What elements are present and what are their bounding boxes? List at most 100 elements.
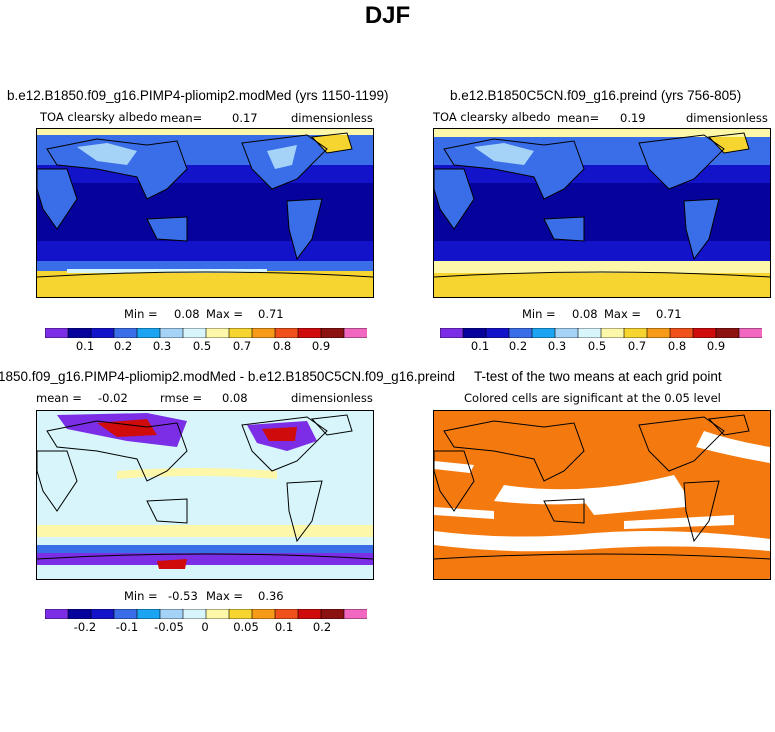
panel3-antarctic-positive (157, 559, 187, 569)
panel3-ice-edge (37, 545, 373, 553)
panel3-max-label: Max = (206, 589, 244, 603)
panel1-greenland (312, 133, 352, 153)
colorbar-swatch (554, 328, 579, 338)
panel1-tick-label: 0.8 (272, 339, 292, 353)
colorbar-swatch (67, 328, 92, 338)
colorbar-swatch (228, 609, 253, 619)
panel1-coastlines (37, 132, 373, 278)
panel2-mean-label: mean= (557, 111, 600, 125)
panel3-eurasia-positive (97, 419, 157, 437)
colorbar-swatch (274, 609, 299, 619)
panel3-coastlines (37, 414, 373, 560)
panel2-tick-label: 0.5 (587, 339, 607, 353)
colorbar-swatch (577, 328, 602, 338)
panel1-south-band (37, 261, 373, 271)
colorbar-swatch (136, 609, 161, 619)
panel1-south-america (287, 199, 322, 259)
panel1-max-label: Max = (206, 307, 244, 321)
panel3-southern-ocean (37, 553, 373, 565)
panel2-tick-label: 0.8 (667, 339, 687, 353)
panel3-na-positive (262, 427, 297, 441)
panel1-tick-label: 0.3 (152, 339, 172, 353)
panel1-mean-value: 0.17 (232, 111, 258, 125)
colorbar-swatch (343, 609, 367, 619)
panel2-tick-label: 0.3 (547, 339, 567, 353)
colorbar-swatch (600, 328, 625, 338)
colorbar-swatch (182, 609, 207, 619)
panel1-eurasia (47, 139, 187, 199)
panel1-asia-highland (77, 143, 137, 165)
panel1-map-svg (37, 129, 373, 297)
colorbar-swatch (485, 328, 510, 338)
colorbar-swatch (90, 609, 115, 619)
panel3-colorbar (45, 609, 367, 619)
panel2-map (433, 128, 771, 298)
panel4-map (433, 410, 771, 580)
colorbar-swatch (297, 609, 322, 619)
panel3-tick-label: -0.2 (73, 620, 97, 634)
panel1-south-midlat-band (37, 241, 373, 261)
colorbar-swatch (45, 609, 69, 619)
colorbar-swatch (440, 328, 464, 338)
panel1-variable: TOA clearsky albedo (40, 110, 158, 124)
panel4-coastlines (434, 414, 770, 560)
panel4-title: T-test of the two means at each grid poi… (474, 369, 722, 384)
panel2-max-label: Max = (604, 307, 642, 321)
panel1-map (36, 128, 374, 298)
panel3-title: b.e12.B1850.f09_g16.PIMP4-pliomip2.modMe… (0, 369, 455, 384)
colorbar-swatch (67, 609, 92, 619)
panel2-title: b.e12.B1850C5CN.f09_g16.preind (yrs 756-… (450, 88, 742, 103)
colorbar-swatch (159, 328, 184, 338)
panel1-tick-label: 0.7 (232, 339, 252, 353)
colorbar-swatch (251, 609, 276, 619)
panel3-min-value: -0.53 (168, 589, 198, 603)
colorbar-swatch (274, 328, 299, 338)
panel3-mean-label: mean = (36, 391, 82, 405)
panel3-south-band (37, 525, 373, 537)
colorbar-swatch (251, 328, 276, 338)
panel3-tick-label: -0.05 (154, 620, 184, 634)
panel1-colorbar (45, 328, 367, 338)
colorbar-swatch (738, 328, 762, 338)
panel2-tick-label: 0.9 (706, 339, 726, 353)
panel2-tick-label: 0.2 (508, 339, 528, 353)
panel2-min-value: 0.08 (572, 307, 598, 321)
colorbar-swatch (205, 609, 230, 619)
panel1-antarctic-edge (67, 269, 267, 273)
colorbar-swatch (136, 328, 161, 338)
panel1-max-value: 0.71 (258, 307, 284, 321)
colorbar-swatch (159, 609, 184, 619)
colorbar-swatch (45, 328, 69, 338)
panel3-max-value: 0.36 (258, 589, 284, 603)
colorbar-swatch (646, 328, 671, 338)
panel1-tick-label: 0.1 (75, 339, 95, 353)
colorbar-swatch (531, 328, 556, 338)
panel3-min-label: Min = (124, 589, 158, 603)
colorbar-swatch (623, 328, 648, 338)
panel3-rmse-label: rmse = (160, 391, 203, 405)
panel2-max-value: 0.71 (656, 307, 682, 321)
colorbar-swatch (320, 328, 345, 338)
panel2-units: dimensionless (686, 111, 768, 125)
panel3-units: dimensionless (291, 391, 373, 405)
colorbar-swatch (462, 328, 487, 338)
panel1-colorbar-labels: 0.1 0.2 0.3 0.5 0.7 0.8 0.9 (45, 339, 367, 353)
panel1-australia (147, 217, 187, 241)
panel3-title-clip: b.e12.B1850.f09_g16.PIMP4-pliomip2.modMe… (0, 368, 455, 386)
panel2-variable: TOA clearsky albedo (433, 110, 551, 124)
panel2-mean-value: 0.19 (620, 111, 646, 125)
colorbar-swatch (669, 328, 694, 338)
colorbar-swatch (320, 609, 345, 619)
panel1-antarctica (37, 271, 373, 297)
panel1-min-value: 0.08 (174, 307, 200, 321)
panel2-map-svg (434, 129, 770, 297)
panel1-mean-label: mean= (160, 111, 203, 125)
colorbar-swatch (715, 328, 740, 338)
panel1-tick-label: 0.5 (192, 339, 212, 353)
panel4-nonsignificant-areas (434, 431, 770, 552)
panel3-tick-label: 0.2 (312, 620, 332, 634)
panel1-arctic (37, 129, 373, 135)
panel3-colorbar-svg (45, 609, 367, 619)
colorbar-swatch (228, 328, 253, 338)
colorbar-swatch (113, 328, 138, 338)
